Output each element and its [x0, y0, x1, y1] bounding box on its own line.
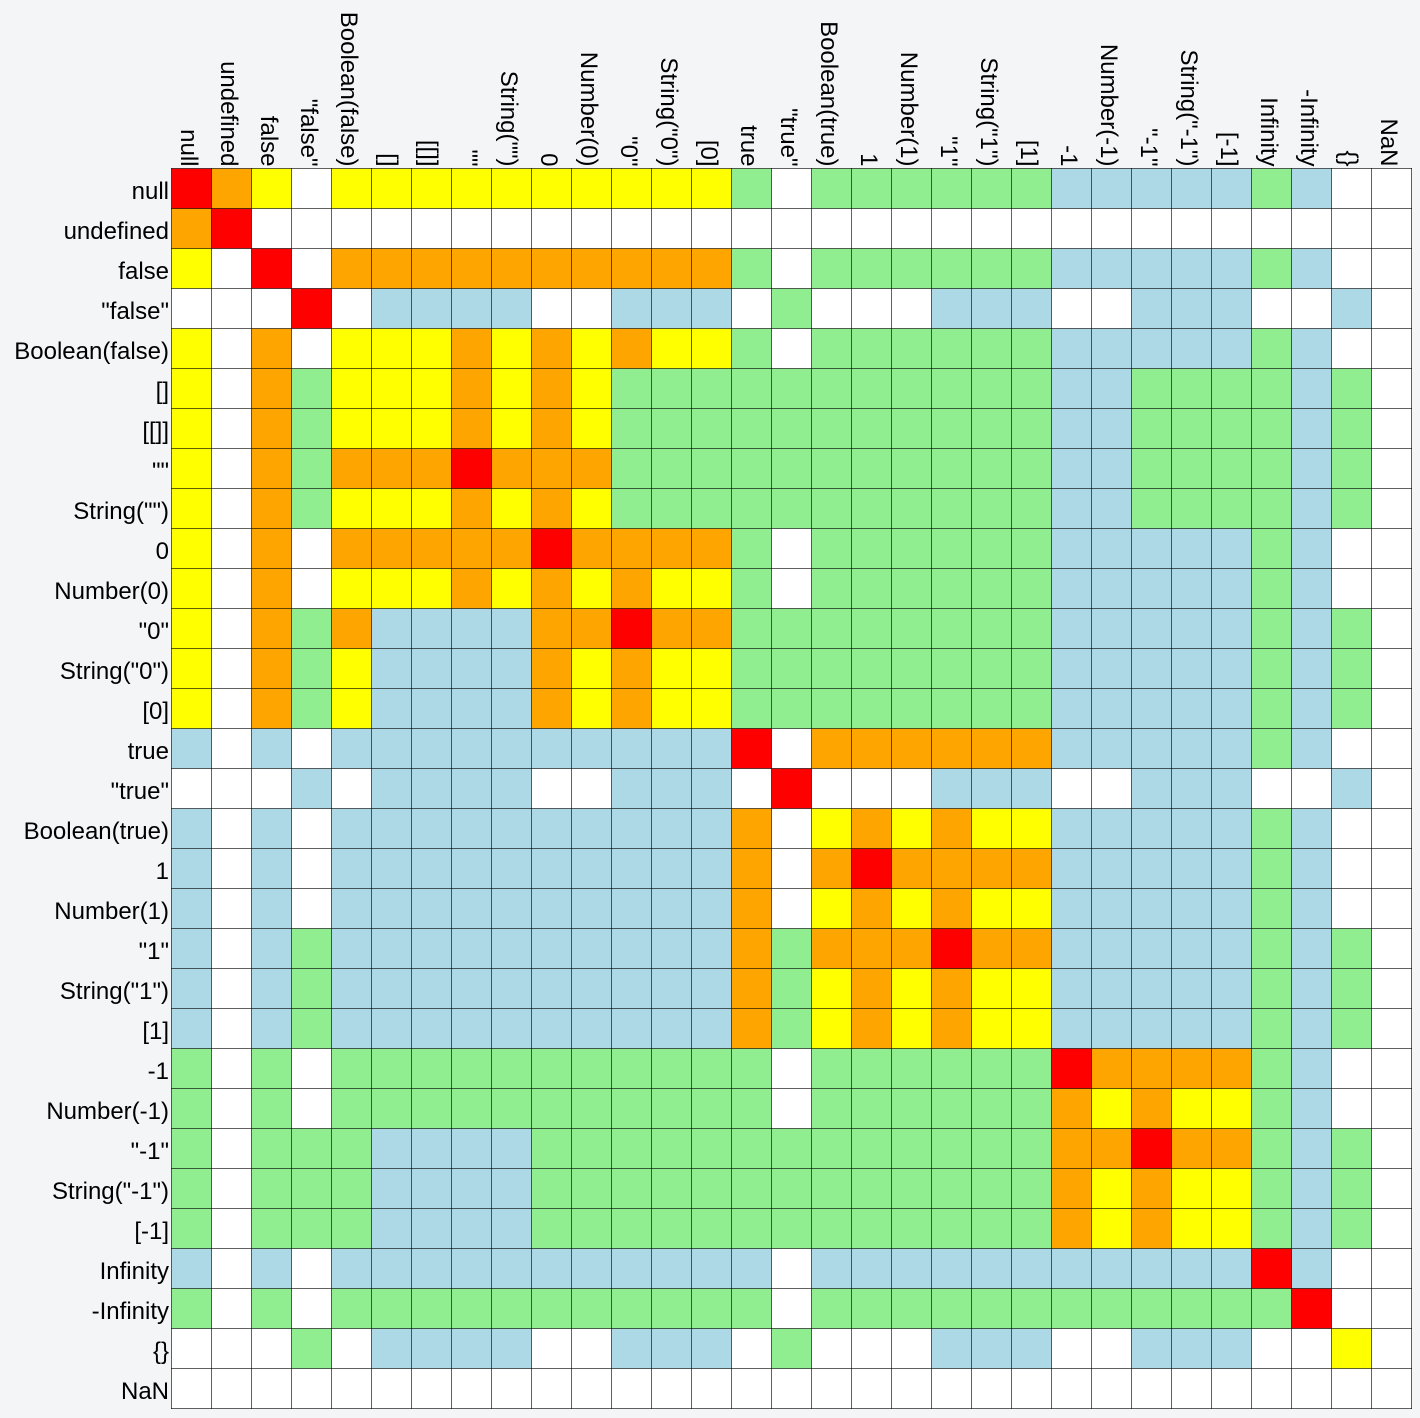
svg-text:String("-1"): String("-1") — [52, 1178, 169, 1205]
svg-text:Infinity: Infinity — [1255, 97, 1282, 166]
svg-text:"false": "false" — [295, 99, 322, 167]
svg-text:"0": "0" — [615, 136, 642, 166]
svg-text:Boolean(false): Boolean(false) — [335, 12, 362, 167]
svg-text:[-1]: [-1] — [134, 1218, 169, 1245]
svg-text:"0": "0" — [139, 618, 169, 645]
svg-text:"-1": "-1" — [131, 1138, 169, 1165]
svg-text:[1]: [1] — [1015, 140, 1042, 167]
svg-text:-Infinity: -Infinity — [1295, 89, 1322, 166]
svg-text:"1": "1" — [139, 938, 169, 965]
svg-text:{}: {} — [153, 1338, 169, 1365]
svg-text:Number(-1): Number(-1) — [46, 1098, 169, 1125]
svg-text:String("-1"): String("-1") — [1175, 49, 1202, 166]
svg-text:-1: -1 — [148, 1058, 169, 1085]
svg-text:String(""): String("") — [495, 71, 522, 167]
svg-text:Boolean(false): Boolean(false) — [14, 338, 169, 365]
svg-text:[0]: [0] — [142, 698, 169, 725]
svg-text:undefined: undefined — [64, 218, 169, 245]
svg-text:false: false — [255, 116, 282, 167]
svg-text:Boolean(true): Boolean(true) — [815, 21, 842, 166]
svg-text:[[]]: [[]] — [142, 418, 169, 445]
svg-text:null: null — [132, 178, 169, 205]
svg-text:String("1"): String("1") — [975, 57, 1002, 166]
svg-text:"true": "true" — [111, 778, 169, 805]
svg-text:{}: {} — [1335, 150, 1362, 166]
svg-text:[0]: [0] — [695, 140, 722, 167]
svg-text:"1": "1" — [935, 136, 962, 166]
svg-text:true: true — [735, 125, 762, 166]
svg-text:String(""): String("") — [73, 498, 169, 525]
svg-text:NaN: NaN — [1375, 118, 1402, 166]
svg-text:Number(1): Number(1) — [895, 52, 922, 167]
svg-text:"-1": "-1" — [1135, 128, 1162, 166]
svg-text:[]: [] — [375, 153, 402, 166]
svg-text:0: 0 — [156, 538, 169, 565]
svg-text:true: true — [128, 738, 169, 765]
svg-text:"false": "false" — [101, 298, 169, 325]
svg-text:undefined: undefined — [215, 61, 242, 166]
svg-text:1: 1 — [855, 153, 882, 166]
svg-text:[-1]: [-1] — [1215, 132, 1242, 167]
svg-text:String("0"): String("0") — [655, 57, 682, 166]
svg-text:null: null — [175, 129, 202, 166]
svg-text:"": "" — [455, 149, 482, 166]
svg-text:Boolean(true): Boolean(true) — [24, 818, 169, 845]
svg-text:1: 1 — [156, 858, 169, 885]
svg-text:[]: [] — [156, 378, 169, 405]
svg-text:-Infinity: -Infinity — [92, 1298, 169, 1325]
svg-text:false: false — [118, 258, 169, 285]
svg-text:Number(1): Number(1) — [54, 898, 169, 925]
svg-text:"": "" — [152, 458, 169, 485]
svg-text:String("1"): String("1") — [60, 978, 169, 1005]
svg-text:-1: -1 — [1055, 145, 1082, 166]
svg-text:NaN: NaN — [121, 1378, 169, 1405]
svg-text:Number(-1): Number(-1) — [1095, 44, 1122, 167]
svg-text:Number(0): Number(0) — [54, 578, 169, 605]
svg-text:[[]]: [[]] — [415, 140, 442, 167]
svg-text:Infinity: Infinity — [100, 1258, 169, 1285]
svg-text:Number(0): Number(0) — [575, 52, 602, 167]
svg-text:String("0"): String("0") — [60, 658, 169, 685]
svg-text:[1]: [1] — [142, 1018, 169, 1045]
svg-text:0: 0 — [535, 153, 562, 166]
svg-text:"true": "true" — [775, 108, 802, 166]
